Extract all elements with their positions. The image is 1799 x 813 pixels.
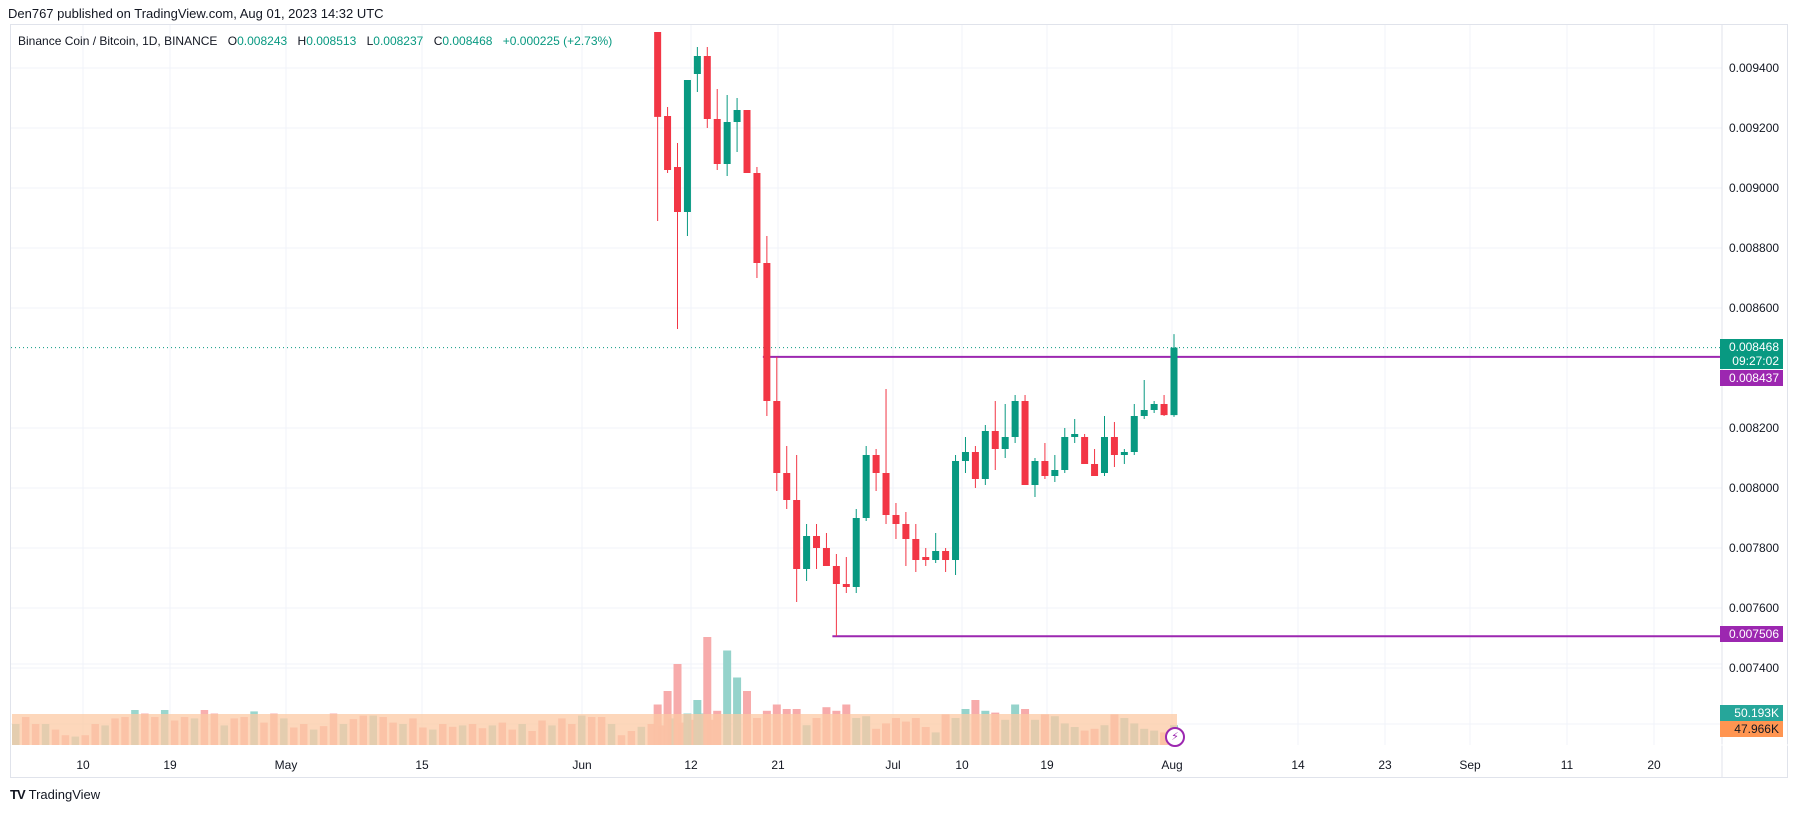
time-tick-label: 23 xyxy=(1378,758,1392,772)
time-tick-label: 10 xyxy=(76,758,90,772)
price-tick-label: 0.007800 xyxy=(1729,541,1779,555)
time-tick-label: 12 xyxy=(684,758,698,772)
time-tick-label: Sep xyxy=(1459,758,1481,772)
candles xyxy=(654,32,1178,637)
low-value: 0.008237 xyxy=(373,34,424,48)
change-value: +0.000225 (+2.73%) xyxy=(502,34,613,48)
lightning-icon[interactable]: ⚡ xyxy=(1165,727,1185,747)
chart-legend: Binance Coin / Bitcoin, 1D, BINANCE O0.0… xyxy=(18,34,612,48)
countdown-timer: 09:27:02 xyxy=(1732,354,1779,368)
publisher-line: Den767 published on TradingView.com, Aug… xyxy=(8,6,384,21)
price-tick-label: 0.008000 xyxy=(1729,481,1779,495)
symbol-title: Binance Coin / Bitcoin, 1D, BINANCE xyxy=(18,34,218,48)
time-tick-label: 15 xyxy=(415,758,429,772)
time-tick-label: 14 xyxy=(1291,758,1305,772)
close-label: C xyxy=(433,34,443,48)
price-tick-label: 0.008600 xyxy=(1729,301,1779,315)
high-value: 0.008513 xyxy=(306,34,357,48)
time-tick-label: 20 xyxy=(1647,758,1661,772)
price-tick-label: 0.009200 xyxy=(1729,121,1779,135)
last-price-tag: 0.008468 09:27:02 xyxy=(1720,339,1783,369)
last-price-value: 0.008468 xyxy=(1728,340,1779,354)
price-tick-label: 0.009000 xyxy=(1729,181,1779,195)
support-price-tag: 0.007506 xyxy=(1720,626,1783,642)
time-tick-label: 21 xyxy=(771,758,785,772)
chart-pane[interactable] xyxy=(10,24,1788,778)
time-tick-label: Aug xyxy=(1161,758,1182,772)
low-label: L xyxy=(366,34,374,48)
open-label: O xyxy=(227,34,238,48)
time-tick-label: Jul xyxy=(885,758,900,772)
tradingview-watermark: TV TradingView xyxy=(10,787,100,802)
price-tick-label: 0.007600 xyxy=(1729,601,1779,615)
time-tick-label: 11 xyxy=(1561,758,1574,772)
volume-ma-tag: 47.966K xyxy=(1720,721,1783,737)
time-tick-label: 10 xyxy=(955,758,969,772)
tradingview-logo-icon: TV xyxy=(10,787,26,802)
time-tick-label: May xyxy=(275,758,298,772)
price-tick-label: 0.008800 xyxy=(1729,241,1779,255)
open-value: 0.008243 xyxy=(237,34,288,48)
high-label: H xyxy=(297,34,307,48)
time-tick-label: 19 xyxy=(163,758,177,772)
price-tick-label: 0.007400 xyxy=(1729,661,1779,675)
watermark-text: TradingView xyxy=(28,787,101,802)
price-tick-label: 0.008200 xyxy=(1729,421,1779,435)
volume-ma-area xyxy=(12,714,1177,745)
resistance-price-tag: 0.008437 xyxy=(1720,370,1783,386)
price-tick-label: 0.009400 xyxy=(1729,61,1779,75)
time-tick-label: 19 xyxy=(1040,758,1054,772)
volume-tag: 50.193K xyxy=(1720,705,1783,721)
close-value: 0.008468 xyxy=(442,34,493,48)
time-tick-label: Jun xyxy=(572,758,591,772)
